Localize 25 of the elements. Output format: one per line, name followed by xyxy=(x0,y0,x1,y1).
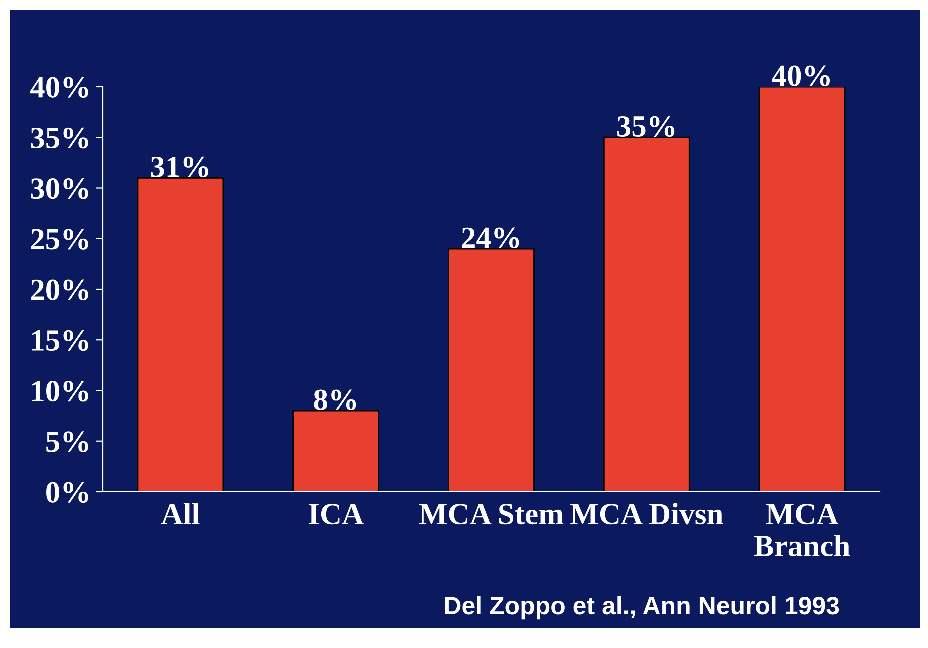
text: Del Zoppo et al., Ann Neurol 1993 xyxy=(445,596,840,620)
y-tick-label: 5% xyxy=(46,432,88,452)
data-label: 31% xyxy=(151,156,208,178)
data-label: 8% xyxy=(314,390,356,410)
x-tick-label: All xyxy=(161,503,200,524)
bar xyxy=(137,177,224,492)
y-tick-label: 30% xyxy=(31,178,88,200)
data-label: 35% xyxy=(617,116,675,138)
y-tick-label: 40% xyxy=(30,77,88,98)
bar xyxy=(292,410,380,492)
y-tick-label: 10% xyxy=(32,381,88,402)
data-label: 40% xyxy=(772,66,830,86)
x-tick-label: ICA xyxy=(309,504,364,525)
bar xyxy=(448,248,535,492)
bar xyxy=(758,87,846,492)
y-tick-label: 35% xyxy=(31,128,88,149)
y-tick-label: 0% xyxy=(46,482,88,503)
x-tick-label: MCA Branch xyxy=(754,504,850,557)
y-tick-label: 15% xyxy=(32,330,88,352)
data-label: 24% xyxy=(462,228,520,248)
x-tick-label: MCA Divsn xyxy=(570,503,724,525)
y-tick-label: 25% xyxy=(31,229,88,250)
bar xyxy=(603,136,690,492)
x-tick-label: MCA Stem xyxy=(419,504,564,525)
y-tick-label: 20% xyxy=(31,280,88,300)
